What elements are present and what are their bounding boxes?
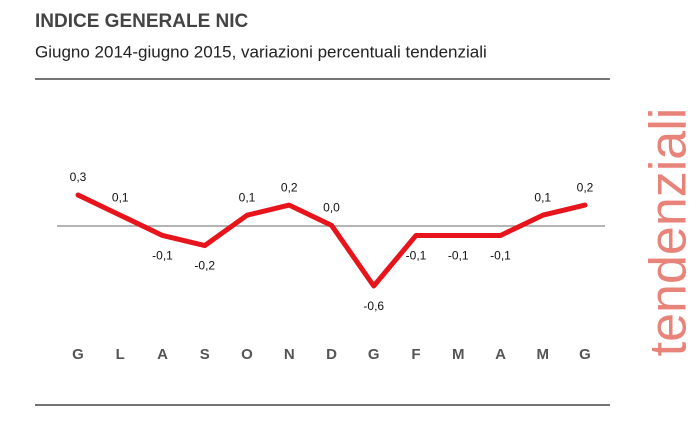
x-tick-label: A bbox=[157, 346, 168, 363]
value-label: -0,2 bbox=[194, 259, 215, 273]
value-label: 0,0 bbox=[323, 201, 340, 215]
value-label: 0,3 bbox=[70, 170, 87, 184]
side-label: tendenziali bbox=[640, 108, 698, 357]
chart-subtitle: Giugno 2014-giugno 2015, variazioni perc… bbox=[35, 42, 487, 61]
value-label: -0,1 bbox=[406, 249, 427, 263]
x-tick-label: G bbox=[72, 346, 84, 363]
value-label: -0,1 bbox=[152, 249, 173, 263]
chart-title: INDICE GENERALE NIC bbox=[35, 11, 249, 32]
x-tick-label: D bbox=[326, 346, 337, 363]
value-label: -0,1 bbox=[490, 249, 511, 263]
x-tick-label: F bbox=[411, 346, 420, 363]
value-label: 0,2 bbox=[577, 180, 594, 194]
value-label: 0,2 bbox=[281, 180, 298, 194]
value-label: -0,1 bbox=[448, 249, 469, 263]
value-label: 0,1 bbox=[534, 190, 551, 204]
x-tick-label: G bbox=[368, 346, 380, 363]
data-line bbox=[75, 192, 588, 289]
x-tick-label: M bbox=[452, 346, 465, 363]
value-label: 0,1 bbox=[112, 190, 129, 204]
x-tick-label: S bbox=[200, 346, 210, 363]
x-tick-label: O bbox=[241, 346, 253, 363]
x-tick-label: M bbox=[537, 346, 550, 363]
x-tick-label: G bbox=[579, 346, 591, 363]
x-tick-label: L bbox=[116, 346, 125, 363]
x-tick-label: A bbox=[495, 346, 506, 363]
x-tick-label: N bbox=[284, 346, 295, 363]
value-label: -0,6 bbox=[363, 299, 384, 313]
value-label: 0,1 bbox=[239, 190, 256, 204]
